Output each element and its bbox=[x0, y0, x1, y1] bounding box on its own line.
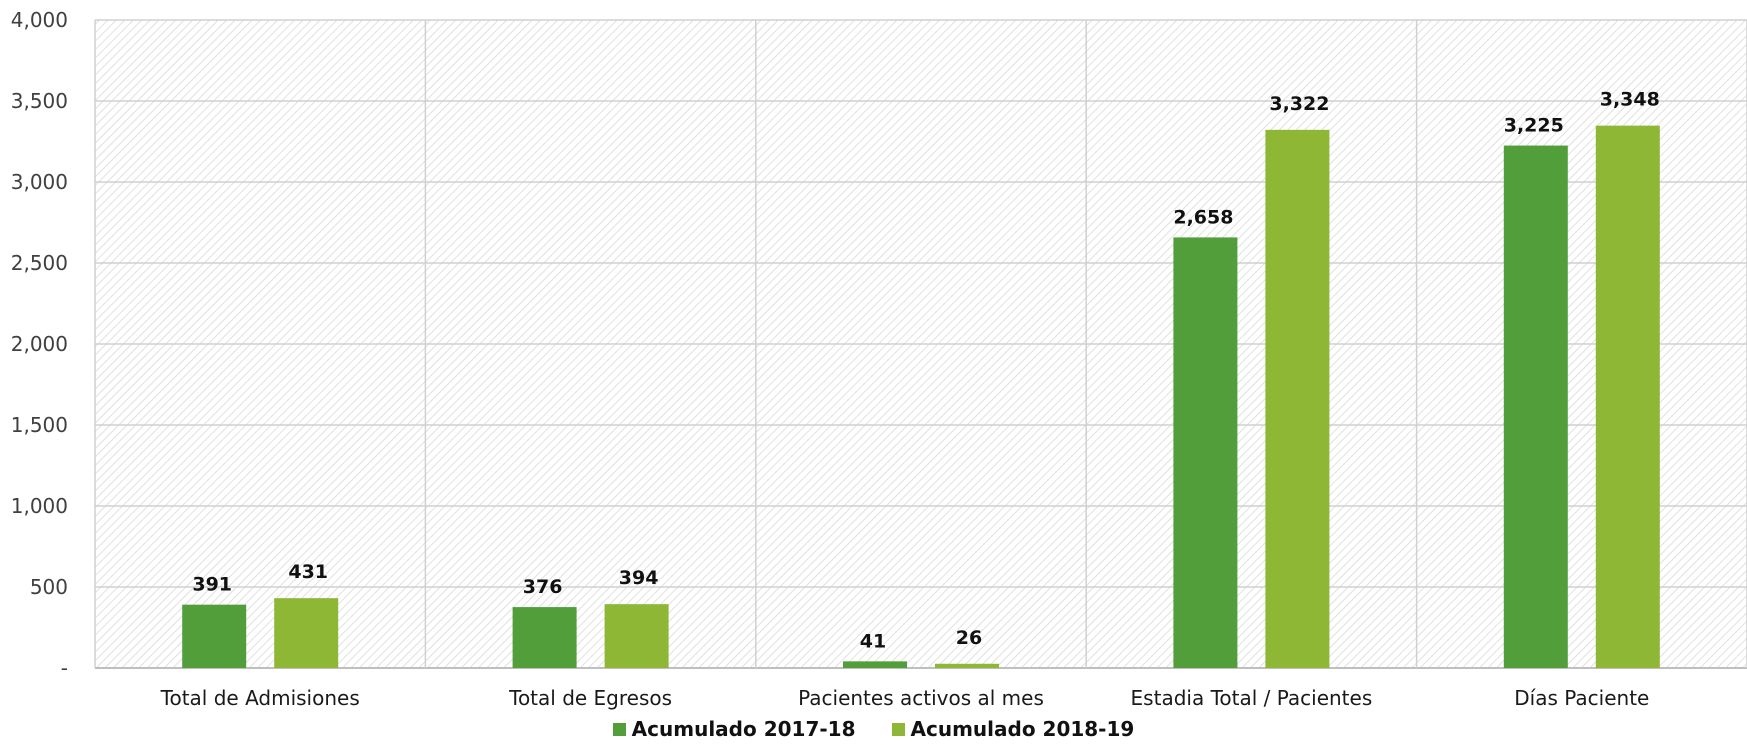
bar-2-5 bbox=[1595, 125, 1660, 668]
x-tick-label: Total de Egresos bbox=[508, 686, 672, 710]
legend: Acumulado 2017-18 Acumulado 2018-19 bbox=[0, 716, 1747, 742]
y-tick-label: 4,000 bbox=[11, 8, 68, 32]
legend-label-2017-18: Acumulado 2017-18 bbox=[631, 717, 856, 741]
data-label: 431 bbox=[288, 561, 328, 583]
legend-swatch-2018-19 bbox=[891, 722, 905, 736]
bar-1-4 bbox=[1173, 237, 1238, 669]
data-label: 376 bbox=[523, 576, 563, 598]
x-tick-label: Estadia Total / Pacientes bbox=[1131, 686, 1373, 710]
y-tick-label: 3,500 bbox=[11, 89, 68, 113]
bar-2-4 bbox=[1265, 129, 1330, 668]
x-tick-label: Días Paciente bbox=[1514, 686, 1649, 710]
gridlines bbox=[94, 19, 1747, 669]
data-label: 26 bbox=[956, 627, 982, 649]
x-tick-label: Pacientes activos al mes bbox=[798, 686, 1044, 710]
bar-1-1 bbox=[182, 604, 247, 668]
data-label: 3,225 bbox=[1504, 115, 1564, 137]
bar-2-2 bbox=[604, 604, 669, 668]
bar-1-2 bbox=[512, 607, 577, 668]
y-tick-label: 2,500 bbox=[11, 251, 68, 275]
y-tick-label: - bbox=[61, 656, 68, 680]
y-tick-label: 2,000 bbox=[11, 332, 68, 356]
bar-1-5 bbox=[1503, 145, 1568, 669]
legend-item-2018-19: Acumulado 2018-19 bbox=[891, 717, 1135, 741]
bar-2-1 bbox=[274, 598, 339, 668]
bars bbox=[182, 125, 1660, 669]
data-label: 3,348 bbox=[1600, 89, 1660, 111]
y-axis: - 500 1,000 1,500 2,000 2,500 3,000 3,500 4,000 bbox=[11, 8, 68, 680]
legend-label-2018-19: Acumulado 2018-19 bbox=[910, 717, 1135, 741]
bar-1-3 bbox=[843, 661, 907, 668]
y-tick-label: 3,000 bbox=[11, 170, 68, 194]
data-label: 391 bbox=[192, 574, 232, 596]
legend-item-2017-18: Acumulado 2017-18 bbox=[612, 717, 856, 741]
data-label: 394 bbox=[619, 567, 659, 589]
y-tick-label: 500 bbox=[30, 575, 68, 599]
data-label: 3,322 bbox=[1269, 93, 1329, 115]
x-axis: Total de Admisiones Total de Egresos Pacie… bbox=[160, 686, 1650, 710]
data-labels: 391 431 376 394 41 26 2,658 3,322 3,225 3,348 bbox=[192, 89, 1659, 653]
y-tick-label: 1,000 bbox=[11, 494, 68, 518]
legend-swatch-2017-18 bbox=[612, 722, 626, 736]
x-tick-label: Total de Admisiones bbox=[160, 686, 360, 710]
y-tick-label: 1,500 bbox=[11, 413, 68, 437]
bar-2-3 bbox=[935, 663, 999, 668]
data-label: 41 bbox=[860, 630, 886, 652]
data-label: 2,658 bbox=[1173, 206, 1233, 228]
